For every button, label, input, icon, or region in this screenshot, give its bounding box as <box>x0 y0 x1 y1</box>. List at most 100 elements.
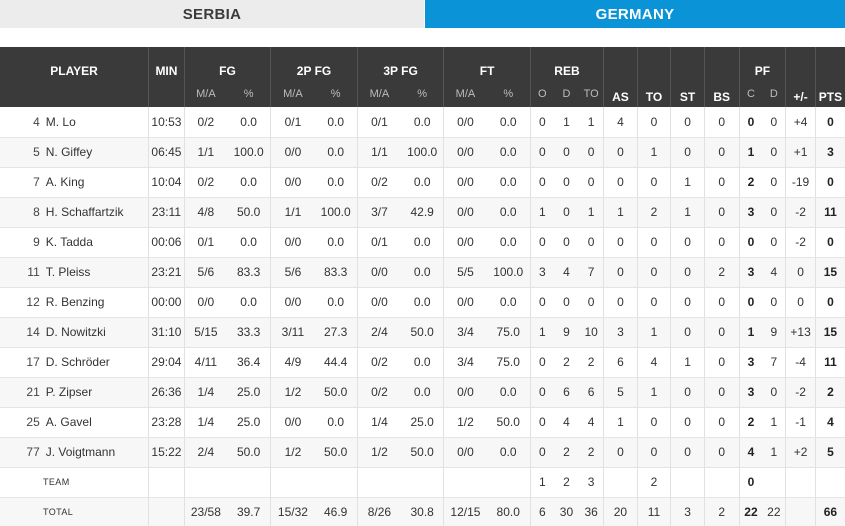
player-row[interactable]: 17 D. Schröder 29:04 4/11 36.4 4/9 44.4 0/2 0.0 3… <box>0 347 845 378</box>
player-name-link[interactable]: J. Voigtmann <box>42 437 149 468</box>
player-number-cell: 5 <box>0 137 43 168</box>
p2-ma-cell: 5/6 <box>270 257 315 288</box>
header-player[interactable]: PLAYER <box>0 47 149 81</box>
header-reb[interactable]: REB <box>529 47 604 81</box>
player-name-link[interactable]: M. Lo <box>42 107 149 138</box>
player-row[interactable]: 21 P. Zipser 26:36 1/4 25.0 1/2 50.0 0/2 0.0 0/0 0… <box>0 377 845 408</box>
player-name-link[interactable]: R. Benzing <box>42 287 149 318</box>
player-name-link[interactable]: A. Gavel <box>42 407 149 438</box>
box-score-table: PLAYER MIN FG 2P FG 3P FG FT REB AS TO S… <box>0 47 845 526</box>
player-row[interactable]: 8 H. Schaffartzik 23:11 4/8 50.0 1/1 100.0 3/7 4… <box>0 197 845 228</box>
p2-ma-cell: 4/9 <box>270 347 315 378</box>
p2-pct-cell: 0.0 <box>314 167 358 198</box>
player-name-link[interactable]: H. Schaffartzik <box>42 197 149 228</box>
p2-ma-cell: 0/0 <box>270 287 315 318</box>
steals-cell: 1 <box>670 347 705 378</box>
player-row[interactable]: 11 T. Pleiss 23:21 5/6 83.3 5/6 83.3 0/0 0.0 5/5 1… <box>0 257 845 288</box>
header-st[interactable]: ST <box>670 47 705 107</box>
player-name-link[interactable]: T. Pleiss <box>42 257 149 288</box>
header-ft-pct: % <box>486 81 531 107</box>
reb-o-cell: 0 <box>529 137 554 168</box>
blocks-cell: 2 <box>703 497 739 526</box>
p2-ma-cell: 1/2 <box>270 377 315 408</box>
assists-cell <box>603 467 638 498</box>
header-pts[interactable]: PTS <box>814 47 845 107</box>
player-row[interactable]: 77 J. Voigtmann 15:22 2/4 50.0 1/2 50.0 1/2 50.0… <box>0 437 845 468</box>
player-row[interactable]: 12 R. Benzing 00:00 0/0 0.0 0/0 0.0 0/0 0.0 0/0 0.… <box>0 287 845 318</box>
player-name-link[interactable]: N. Giffey <box>42 137 149 168</box>
fg-ma-cell: 23/58 <box>183 497 227 526</box>
p2-ma-cell: 0/0 <box>270 167 315 198</box>
header-3pfg[interactable]: 3P FG <box>356 47 444 81</box>
pf-c-cell: 1 <box>738 317 763 348</box>
fg-pct-cell <box>227 467 271 498</box>
player-name-link[interactable]: K. Tadda <box>42 227 149 258</box>
reb-o-cell: 0 <box>529 407 554 438</box>
reb-d-cell: 0 <box>553 137 580 168</box>
minutes-cell: 10:04 <box>148 167 185 198</box>
fg-pct-cell: 50.0 <box>227 197 271 228</box>
player-number-cell: 11 <box>0 257 43 288</box>
header-fg-ma: M/A <box>183 81 227 107</box>
minutes-cell <box>148 467 185 498</box>
player-row[interactable]: 4 M. Lo 10:53 0/2 0.0 0/1 0.0 0/1 0.0 0/0 0.0 0 1 1 4 0… <box>0 107 845 138</box>
ft-pct-cell: 50.0 <box>486 407 531 438</box>
player-row[interactable]: 9 K. Tadda 00:06 0/1 0.0 0/0 0.0 0/1 0.0 0/0 0.0 0 0… <box>0 227 845 258</box>
player-row[interactable]: 7 A. King 10:04 0/2 0.0 0/0 0.0 0/2 0.0 0/0 0.0 0 0 0… <box>0 167 845 198</box>
player-name-link[interactable]: D. Schröder <box>42 347 149 378</box>
header-as[interactable]: AS <box>603 47 638 107</box>
fg-pct-cell: 83.3 <box>227 257 271 288</box>
pf-c-cell: 3 <box>738 197 763 228</box>
header-to[interactable]: TO <box>636 47 671 107</box>
player-name-link[interactable]: D. Nowitzki <box>42 317 149 348</box>
p3-ma-cell: 0/2 <box>356 377 402 408</box>
player-row[interactable]: 25 A. Gavel 23:28 1/4 25.0 0/0 0.0 1/4 25.0 1/2 50… <box>0 407 845 438</box>
fg-pct-cell: 0.0 <box>227 287 271 318</box>
header-row-top: PLAYER MIN FG 2P FG 3P FG FT REB AS TO S… <box>0 47 845 107</box>
player-name-link[interactable]: P. Zipser <box>42 377 149 408</box>
ft-ma-cell: 5/5 <box>443 257 487 288</box>
player-name-link[interactable]: A. King <box>42 167 149 198</box>
plus-minus-cell: +4 <box>785 107 816 138</box>
turnovers-cell: 2 <box>636 467 671 498</box>
p3-pct-cell: 0.0 <box>401 107 444 138</box>
fg-ma-cell <box>183 467 227 498</box>
fg-ma-cell: 4/11 <box>183 347 227 378</box>
header-fg[interactable]: FG <box>183 47 271 81</box>
header-ft[interactable]: FT <box>443 47 531 81</box>
minutes-cell: 06:45 <box>148 137 185 168</box>
player-row[interactable]: 5 N. Giffey 06:45 1/1 100.0 0/0 0.0 1/1 100.0 0/0… <box>0 137 845 168</box>
tab-serbia[interactable]: SERBIA <box>0 0 424 28</box>
header-plus-minus[interactable]: +/- <box>785 47 816 107</box>
steals-cell: 0 <box>670 227 705 258</box>
reb-o-cell: 0 <box>529 347 554 378</box>
header-3p-pct: % <box>401 81 444 107</box>
fg-pct-cell: 0.0 <box>227 167 271 198</box>
header-pf[interactable]: PF <box>738 47 786 81</box>
assists-cell: 1 <box>603 407 638 438</box>
header-2pfg[interactable]: 2P FG <box>270 47 358 81</box>
plus-minus-cell: -2 <box>785 197 816 228</box>
p2-ma-cell: 1/1 <box>270 197 315 228</box>
header-min[interactable]: MIN <box>148 47 185 81</box>
points-cell <box>814 467 845 498</box>
turnovers-cell: 11 <box>636 497 671 526</box>
p3-pct-cell: 50.0 <box>401 437 444 468</box>
header-pf-c: C <box>738 81 763 107</box>
player-row[interactable]: 14 D. Nowitzki 31:10 5/15 33.3 3/11 27.3 2/4 50.… <box>0 317 845 348</box>
team-tabs: SERBIA GERMANY <box>0 0 845 28</box>
tab-germany[interactable]: GERMANY <box>425 0 845 28</box>
ft-pct-cell: 80.0 <box>486 497 531 526</box>
fg-pct-cell: 100.0 <box>227 137 271 168</box>
reb-d-cell: 0 <box>553 227 580 258</box>
plus-minus-cell: -2 <box>785 227 816 258</box>
header-bs[interactable]: BS <box>703 47 739 107</box>
reb-d-cell: 0 <box>553 197 580 228</box>
ft-ma-cell: 0/0 <box>443 227 487 258</box>
header-reb-o: O <box>529 81 554 107</box>
turnovers-cell: 1 <box>636 317 671 348</box>
p3-ma-cell: 0/1 <box>356 107 402 138</box>
pf-c-cell: 2 <box>738 167 763 198</box>
turnovers-cell: 1 <box>636 377 671 408</box>
blocks-cell: 0 <box>703 167 739 198</box>
